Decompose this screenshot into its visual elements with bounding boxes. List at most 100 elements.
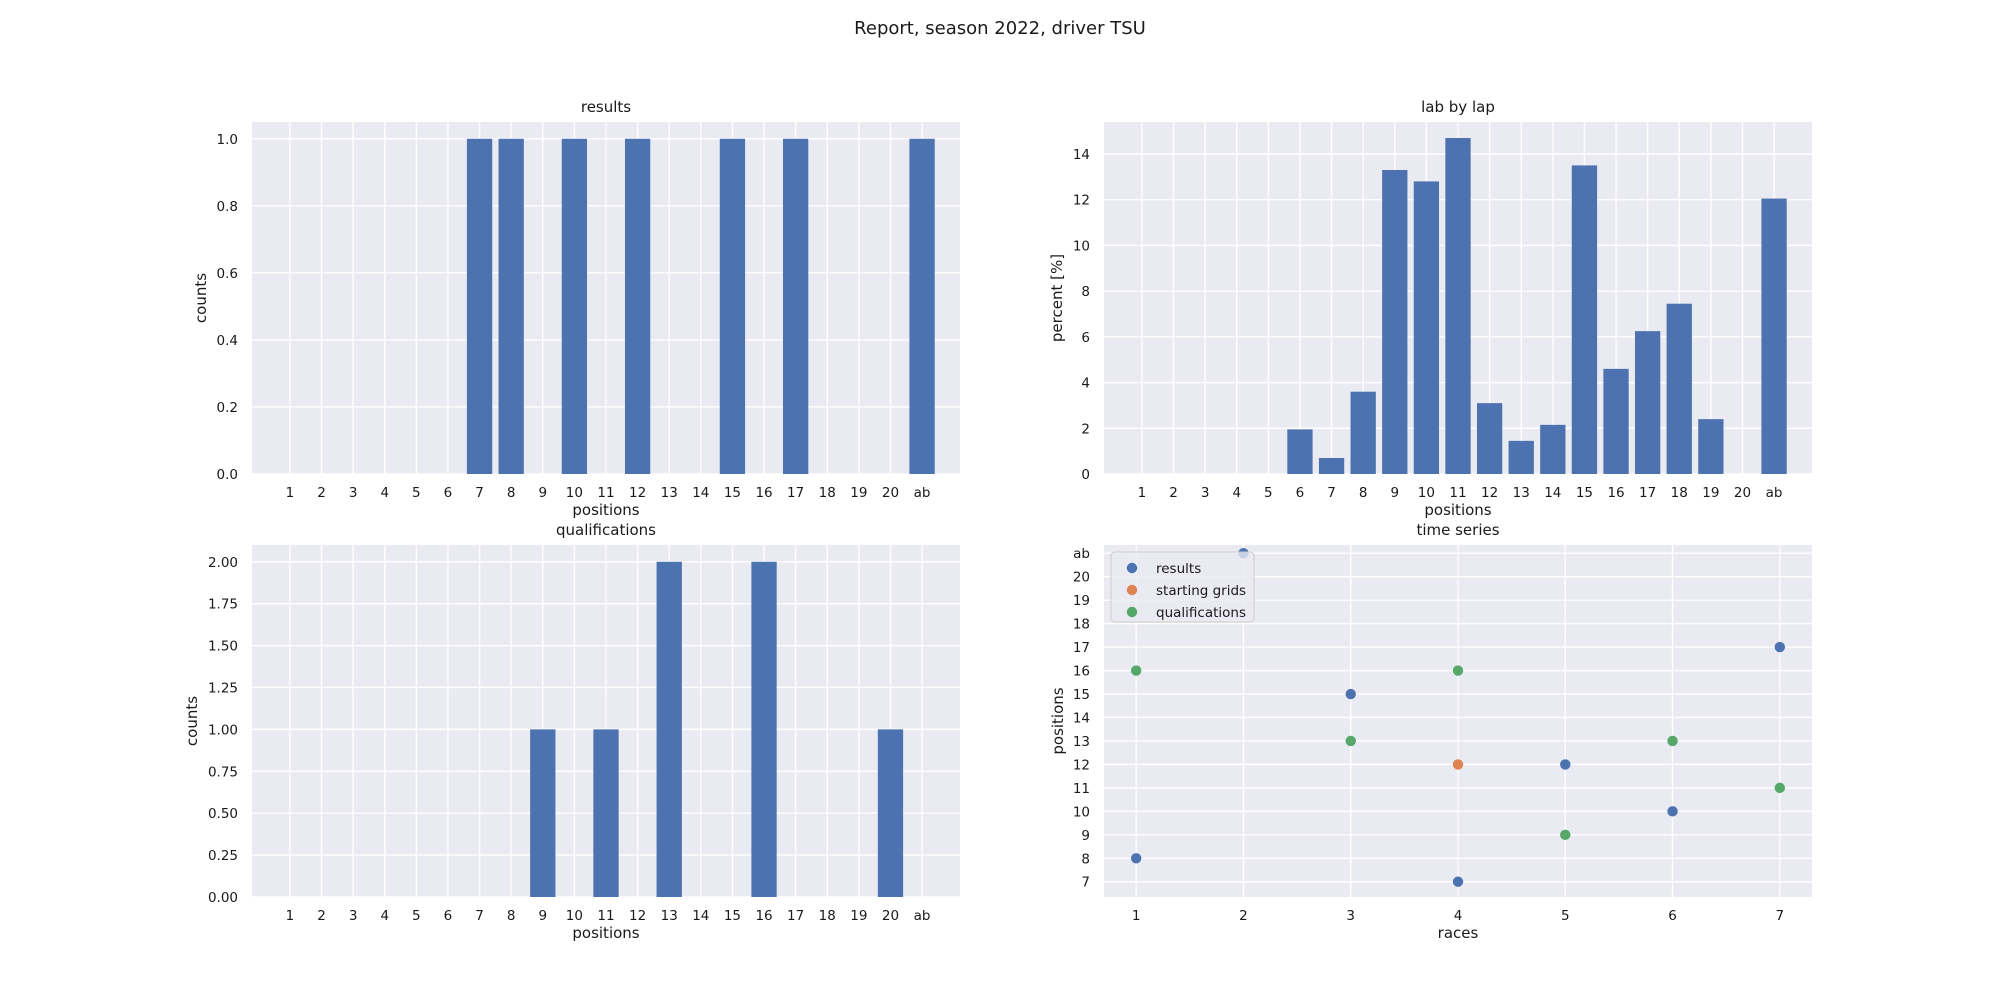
x-tick-label: 13 xyxy=(661,908,678,924)
x-tick-label: 7 xyxy=(1776,908,1785,924)
bar-position-ab xyxy=(909,138,935,474)
x-tick-label: 10 xyxy=(566,485,583,501)
x-tick-label: 20 xyxy=(882,908,899,924)
y-tick-label: 1.25 xyxy=(208,680,238,696)
bar-position-13 xyxy=(1508,440,1534,474)
point-results-race-6 xyxy=(1667,806,1678,817)
bar-position-7 xyxy=(466,138,493,474)
x-tick-label: 3 xyxy=(349,908,358,924)
bar-position-11 xyxy=(1445,138,1471,474)
x-tick-label: 2 xyxy=(1239,908,1248,924)
y-tick-label: ab xyxy=(1073,546,1090,562)
x-tick-label: ab xyxy=(914,485,931,501)
x-tick-label: 15 xyxy=(1576,485,1593,501)
y-tick-label: 1.00 xyxy=(208,722,238,738)
x-tick-label: 1 xyxy=(286,908,295,924)
point-results-race-4 xyxy=(1452,876,1464,887)
panel-title: qualifications xyxy=(556,521,656,539)
y-tick-label: 0.00 xyxy=(208,890,238,906)
bar-position-20 xyxy=(877,729,904,897)
x-tick-label: 17 xyxy=(787,485,804,501)
x-tick-label: 12 xyxy=(629,908,646,924)
x-tick-label: 20 xyxy=(1734,485,1751,501)
bar-position-12 xyxy=(624,138,651,474)
figure-title: Report, season 2022, driver TSU xyxy=(854,18,1146,39)
x-tick-label: 15 xyxy=(724,908,741,924)
x-tick-label: 11 xyxy=(597,485,614,501)
bar-position-7 xyxy=(1318,458,1345,474)
x-tick-label: 9 xyxy=(538,908,547,924)
point-qualifications-race-6 xyxy=(1667,735,1678,747)
point-qualifications-race-7 xyxy=(1774,782,1786,794)
bar-position-18 xyxy=(1666,303,1692,474)
x-tick-label: 7 xyxy=(475,485,484,501)
legend-box xyxy=(1110,551,1255,623)
x-tick-label: 19 xyxy=(850,485,867,501)
legend-marker xyxy=(1126,584,1138,596)
bar-position-16 xyxy=(751,561,777,897)
bar-position-ab xyxy=(1761,198,1787,475)
y-tick-label: 0.75 xyxy=(208,764,238,780)
bar-position-17 xyxy=(1635,331,1661,474)
x-tick-label: 2 xyxy=(317,485,326,501)
y-tick-label: 7 xyxy=(1081,875,1090,891)
y-tick-label: 10 xyxy=(1073,238,1090,254)
y-tick-label: 8 xyxy=(1081,284,1090,300)
x-tick-label: 8 xyxy=(507,908,516,924)
x-tick-label: 18 xyxy=(819,485,836,501)
y-tick-label: 0.50 xyxy=(208,806,238,822)
y-tick-label: 11 xyxy=(1073,781,1090,797)
point-results-race-1 xyxy=(1130,853,1142,864)
x-tick-label: 1 xyxy=(1132,908,1141,924)
x-tick-label: 6 xyxy=(1668,908,1677,924)
x-tick-label: 20 xyxy=(882,485,899,501)
x-tick-label: 4 xyxy=(1232,485,1241,501)
x-tick-label: 18 xyxy=(1671,485,1688,501)
x-tick-label: 17 xyxy=(1639,485,1656,501)
legend-label: qualifications xyxy=(1156,605,1246,621)
x-tick-label: 11 xyxy=(1449,485,1466,501)
legend-label: results xyxy=(1156,561,1201,577)
results-chart: results positions counts 0.0 0.2 0.4 0.6 0.8 1.0… xyxy=(192,98,960,519)
y-tick-label: 12 xyxy=(1073,757,1090,773)
bar-position-6 xyxy=(1287,429,1313,474)
x-tick-label: ab xyxy=(1766,485,1783,501)
x-tick-label: 13 xyxy=(1513,485,1530,501)
x-tick-label: 18 xyxy=(819,908,836,924)
legend-marker xyxy=(1126,562,1138,574)
bar-position-9 xyxy=(1382,170,1408,474)
x-tick-label: 7 xyxy=(475,908,484,924)
bar-position-12 xyxy=(1476,403,1503,474)
y-tick-label: 16 xyxy=(1073,664,1090,680)
y-tick-label: 0.25 xyxy=(208,848,238,864)
x-tick-label: 4 xyxy=(1454,908,1463,924)
x-tick-label: 7 xyxy=(1327,485,1336,501)
x-tick-label: 5 xyxy=(1561,908,1570,924)
bar-position-10 xyxy=(1413,181,1440,474)
point-results-race-7 xyxy=(1774,641,1786,653)
y-tick-label: 14 xyxy=(1073,147,1090,163)
x-tick-label: 16 xyxy=(755,485,772,501)
bar-position-13 xyxy=(656,561,682,897)
x-tick-label: 10 xyxy=(1418,485,1435,501)
bar-position-11 xyxy=(593,729,619,897)
panel-title: results xyxy=(581,98,631,116)
y-tick-label: 20 xyxy=(1073,570,1090,586)
x-tick-label: 14 xyxy=(692,485,709,501)
x-tick-label: 12 xyxy=(629,485,646,501)
y-axis-label: positions xyxy=(1049,687,1067,754)
bar-position-10 xyxy=(561,138,588,474)
x-tick-label: 3 xyxy=(349,485,358,501)
bar-position-16 xyxy=(1603,368,1629,474)
point-qualifications-race-5 xyxy=(1560,829,1571,841)
x-tick-label: 9 xyxy=(538,485,547,501)
x-tick-label: ab xyxy=(914,908,931,924)
y-tick-label: 17 xyxy=(1073,640,1090,656)
x-tick-label: 16 xyxy=(755,908,772,924)
y-tick-label: 0.0 xyxy=(217,467,238,483)
bar-position-17 xyxy=(783,138,809,474)
point-results-race-3 xyxy=(1345,688,1356,700)
bar-position-19 xyxy=(1698,419,1724,474)
y-tick-label: 4 xyxy=(1081,376,1090,392)
